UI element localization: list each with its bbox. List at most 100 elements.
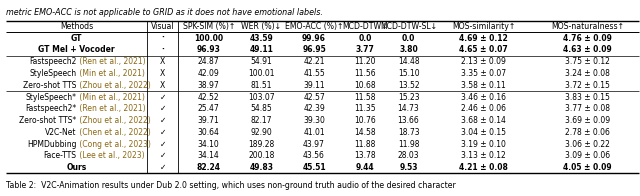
Text: 15.23: 15.23 xyxy=(397,93,419,102)
Text: 11.58: 11.58 xyxy=(355,93,376,102)
Text: 13.52: 13.52 xyxy=(397,81,419,90)
Text: 3.77 ± 0.08: 3.77 ± 0.08 xyxy=(565,104,610,113)
Text: 3.72 ± 0.15: 3.72 ± 0.15 xyxy=(565,81,610,90)
Text: 42.57: 42.57 xyxy=(303,93,325,102)
Text: 43.97: 43.97 xyxy=(303,140,325,149)
Text: 11.35: 11.35 xyxy=(355,104,376,113)
Text: ✓: ✓ xyxy=(159,140,166,149)
Text: 15.10: 15.10 xyxy=(397,69,419,78)
Text: 45.51: 45.51 xyxy=(302,163,326,172)
Text: (Cong et al., 2023): (Cong et al., 2023) xyxy=(77,140,150,149)
Text: 39.71: 39.71 xyxy=(198,116,220,125)
Text: 14.48: 14.48 xyxy=(397,57,419,66)
Text: (Ren et al., 2021): (Ren et al., 2021) xyxy=(77,57,145,66)
Text: 0.0: 0.0 xyxy=(358,34,372,43)
Text: ✓: ✓ xyxy=(159,163,166,172)
Text: (Min et al., 2021): (Min et al., 2021) xyxy=(77,93,145,102)
Text: 3.77: 3.77 xyxy=(356,45,374,54)
Text: 14.58: 14.58 xyxy=(355,128,376,137)
Text: 4.21 ± 0.08: 4.21 ± 0.08 xyxy=(460,163,508,172)
Text: 39.11: 39.11 xyxy=(303,81,325,90)
Text: Methods: Methods xyxy=(60,22,93,31)
Text: MOS-naturalness↑: MOS-naturalness↑ xyxy=(551,22,624,31)
Text: 3.04 ± 0.15: 3.04 ± 0.15 xyxy=(461,128,506,137)
Text: 4.63 ± 0.09: 4.63 ± 0.09 xyxy=(563,45,612,54)
Text: StyleSpeech*: StyleSpeech* xyxy=(26,93,77,102)
Text: 3.58 ± 0.11: 3.58 ± 0.11 xyxy=(461,81,506,90)
Text: GT Mel + Vocoder: GT Mel + Vocoder xyxy=(38,45,115,54)
Text: Zero-shot TTS: Zero-shot TTS xyxy=(23,81,77,90)
Text: 100.00: 100.00 xyxy=(194,34,223,43)
Text: Ours: Ours xyxy=(67,163,86,172)
Text: ✓: ✓ xyxy=(159,116,166,125)
Text: 10.76: 10.76 xyxy=(355,116,376,125)
Text: StyleSpeech: StyleSpeech xyxy=(29,69,77,78)
Text: 54.85: 54.85 xyxy=(250,104,272,113)
Text: X: X xyxy=(160,69,165,78)
Text: (Zhou et al., 2022): (Zhou et al., 2022) xyxy=(77,116,150,125)
Text: 11.20: 11.20 xyxy=(355,57,376,66)
Text: Zero-shot TTS*: Zero-shot TTS* xyxy=(19,116,77,125)
Text: 9.53: 9.53 xyxy=(399,163,418,172)
Text: (Zhou et al., 2022): (Zhou et al., 2022) xyxy=(77,81,150,90)
Text: Table 2:  V2C-Animation results under Dub 2.0 setting, which uses non-ground tru: Table 2: V2C-Animation results under Dub… xyxy=(6,181,456,190)
Text: ✓: ✓ xyxy=(159,104,166,113)
Text: 24.87: 24.87 xyxy=(198,57,220,66)
Text: (Ren et al., 2021): (Ren et al., 2021) xyxy=(77,104,145,113)
Text: 39.30: 39.30 xyxy=(303,116,325,125)
Text: 11.88: 11.88 xyxy=(355,140,376,149)
Text: Fastspeech2*: Fastspeech2* xyxy=(26,104,77,113)
Text: Face-TTS: Face-TTS xyxy=(44,151,77,160)
Text: 2.78 ± 0.06: 2.78 ± 0.06 xyxy=(565,128,610,137)
Text: 4.65 ± 0.07: 4.65 ± 0.07 xyxy=(460,45,508,54)
Text: 49.11: 49.11 xyxy=(250,45,273,54)
Text: 42.09: 42.09 xyxy=(198,69,220,78)
Text: 11.98: 11.98 xyxy=(398,140,419,149)
Text: 11.56: 11.56 xyxy=(355,69,376,78)
Text: 43.59: 43.59 xyxy=(250,34,273,43)
Text: V2C-Net: V2C-Net xyxy=(45,128,77,137)
Text: WER (%)↓: WER (%)↓ xyxy=(241,22,282,31)
Text: 3.24 ± 0.08: 3.24 ± 0.08 xyxy=(565,69,610,78)
Text: metric EMO-ACC is not applicable to GRID as it does not have emotional labels.: metric EMO-ACC is not applicable to GRID… xyxy=(6,8,323,17)
Text: ✓: ✓ xyxy=(159,93,166,102)
Text: X: X xyxy=(160,81,165,90)
Text: ✓: ✓ xyxy=(159,151,166,160)
Text: MCD-DTW-SL↓: MCD-DTW-SL↓ xyxy=(380,22,437,31)
Text: 82.24: 82.24 xyxy=(196,163,221,172)
Text: 4.76 ± 0.09: 4.76 ± 0.09 xyxy=(563,34,612,43)
Text: 189.28: 189.28 xyxy=(248,140,275,149)
Text: 3.83 ± 0.15: 3.83 ± 0.15 xyxy=(565,93,610,102)
Text: 2.13 ± 0.09: 2.13 ± 0.09 xyxy=(461,57,506,66)
Text: MCD-DTW↓: MCD-DTW↓ xyxy=(342,22,388,31)
Text: 14.73: 14.73 xyxy=(397,104,419,113)
Text: 13.78: 13.78 xyxy=(355,151,376,160)
Text: ·: · xyxy=(161,34,164,43)
Text: 3.06 ± 0.22: 3.06 ± 0.22 xyxy=(565,140,610,149)
Text: 2.46 ± 0.06: 2.46 ± 0.06 xyxy=(461,104,506,113)
Text: 42.39: 42.39 xyxy=(303,104,325,113)
Text: X: X xyxy=(160,57,165,66)
Text: Fastspeech2: Fastspeech2 xyxy=(29,57,77,66)
Text: GT: GT xyxy=(71,34,83,43)
Text: 3.09 ± 0.06: 3.09 ± 0.06 xyxy=(565,151,610,160)
Text: 43.56: 43.56 xyxy=(303,151,325,160)
Text: 41.55: 41.55 xyxy=(303,69,325,78)
Text: 28.03: 28.03 xyxy=(397,151,419,160)
Text: 0.0: 0.0 xyxy=(402,34,415,43)
Text: 49.83: 49.83 xyxy=(249,163,273,172)
Text: 4.69 ± 0.12: 4.69 ± 0.12 xyxy=(460,34,508,43)
Text: 92.90: 92.90 xyxy=(250,128,272,137)
Text: 3.80: 3.80 xyxy=(399,45,418,54)
Text: 25.47: 25.47 xyxy=(198,104,220,113)
Text: HPMDubbing: HPMDubbing xyxy=(27,140,77,149)
Text: MOS-similarity↑: MOS-similarity↑ xyxy=(452,22,515,31)
Text: 3.35 ± 0.07: 3.35 ± 0.07 xyxy=(461,69,506,78)
Text: (Lee et al., 2023): (Lee et al., 2023) xyxy=(77,151,144,160)
Text: 30.64: 30.64 xyxy=(198,128,220,137)
Text: 13.66: 13.66 xyxy=(397,116,419,125)
Text: (Chen et al., 2022): (Chen et al., 2022) xyxy=(77,128,150,137)
Text: 34.14: 34.14 xyxy=(198,151,220,160)
Text: 38.97: 38.97 xyxy=(198,81,220,90)
Text: 81.51: 81.51 xyxy=(250,81,272,90)
